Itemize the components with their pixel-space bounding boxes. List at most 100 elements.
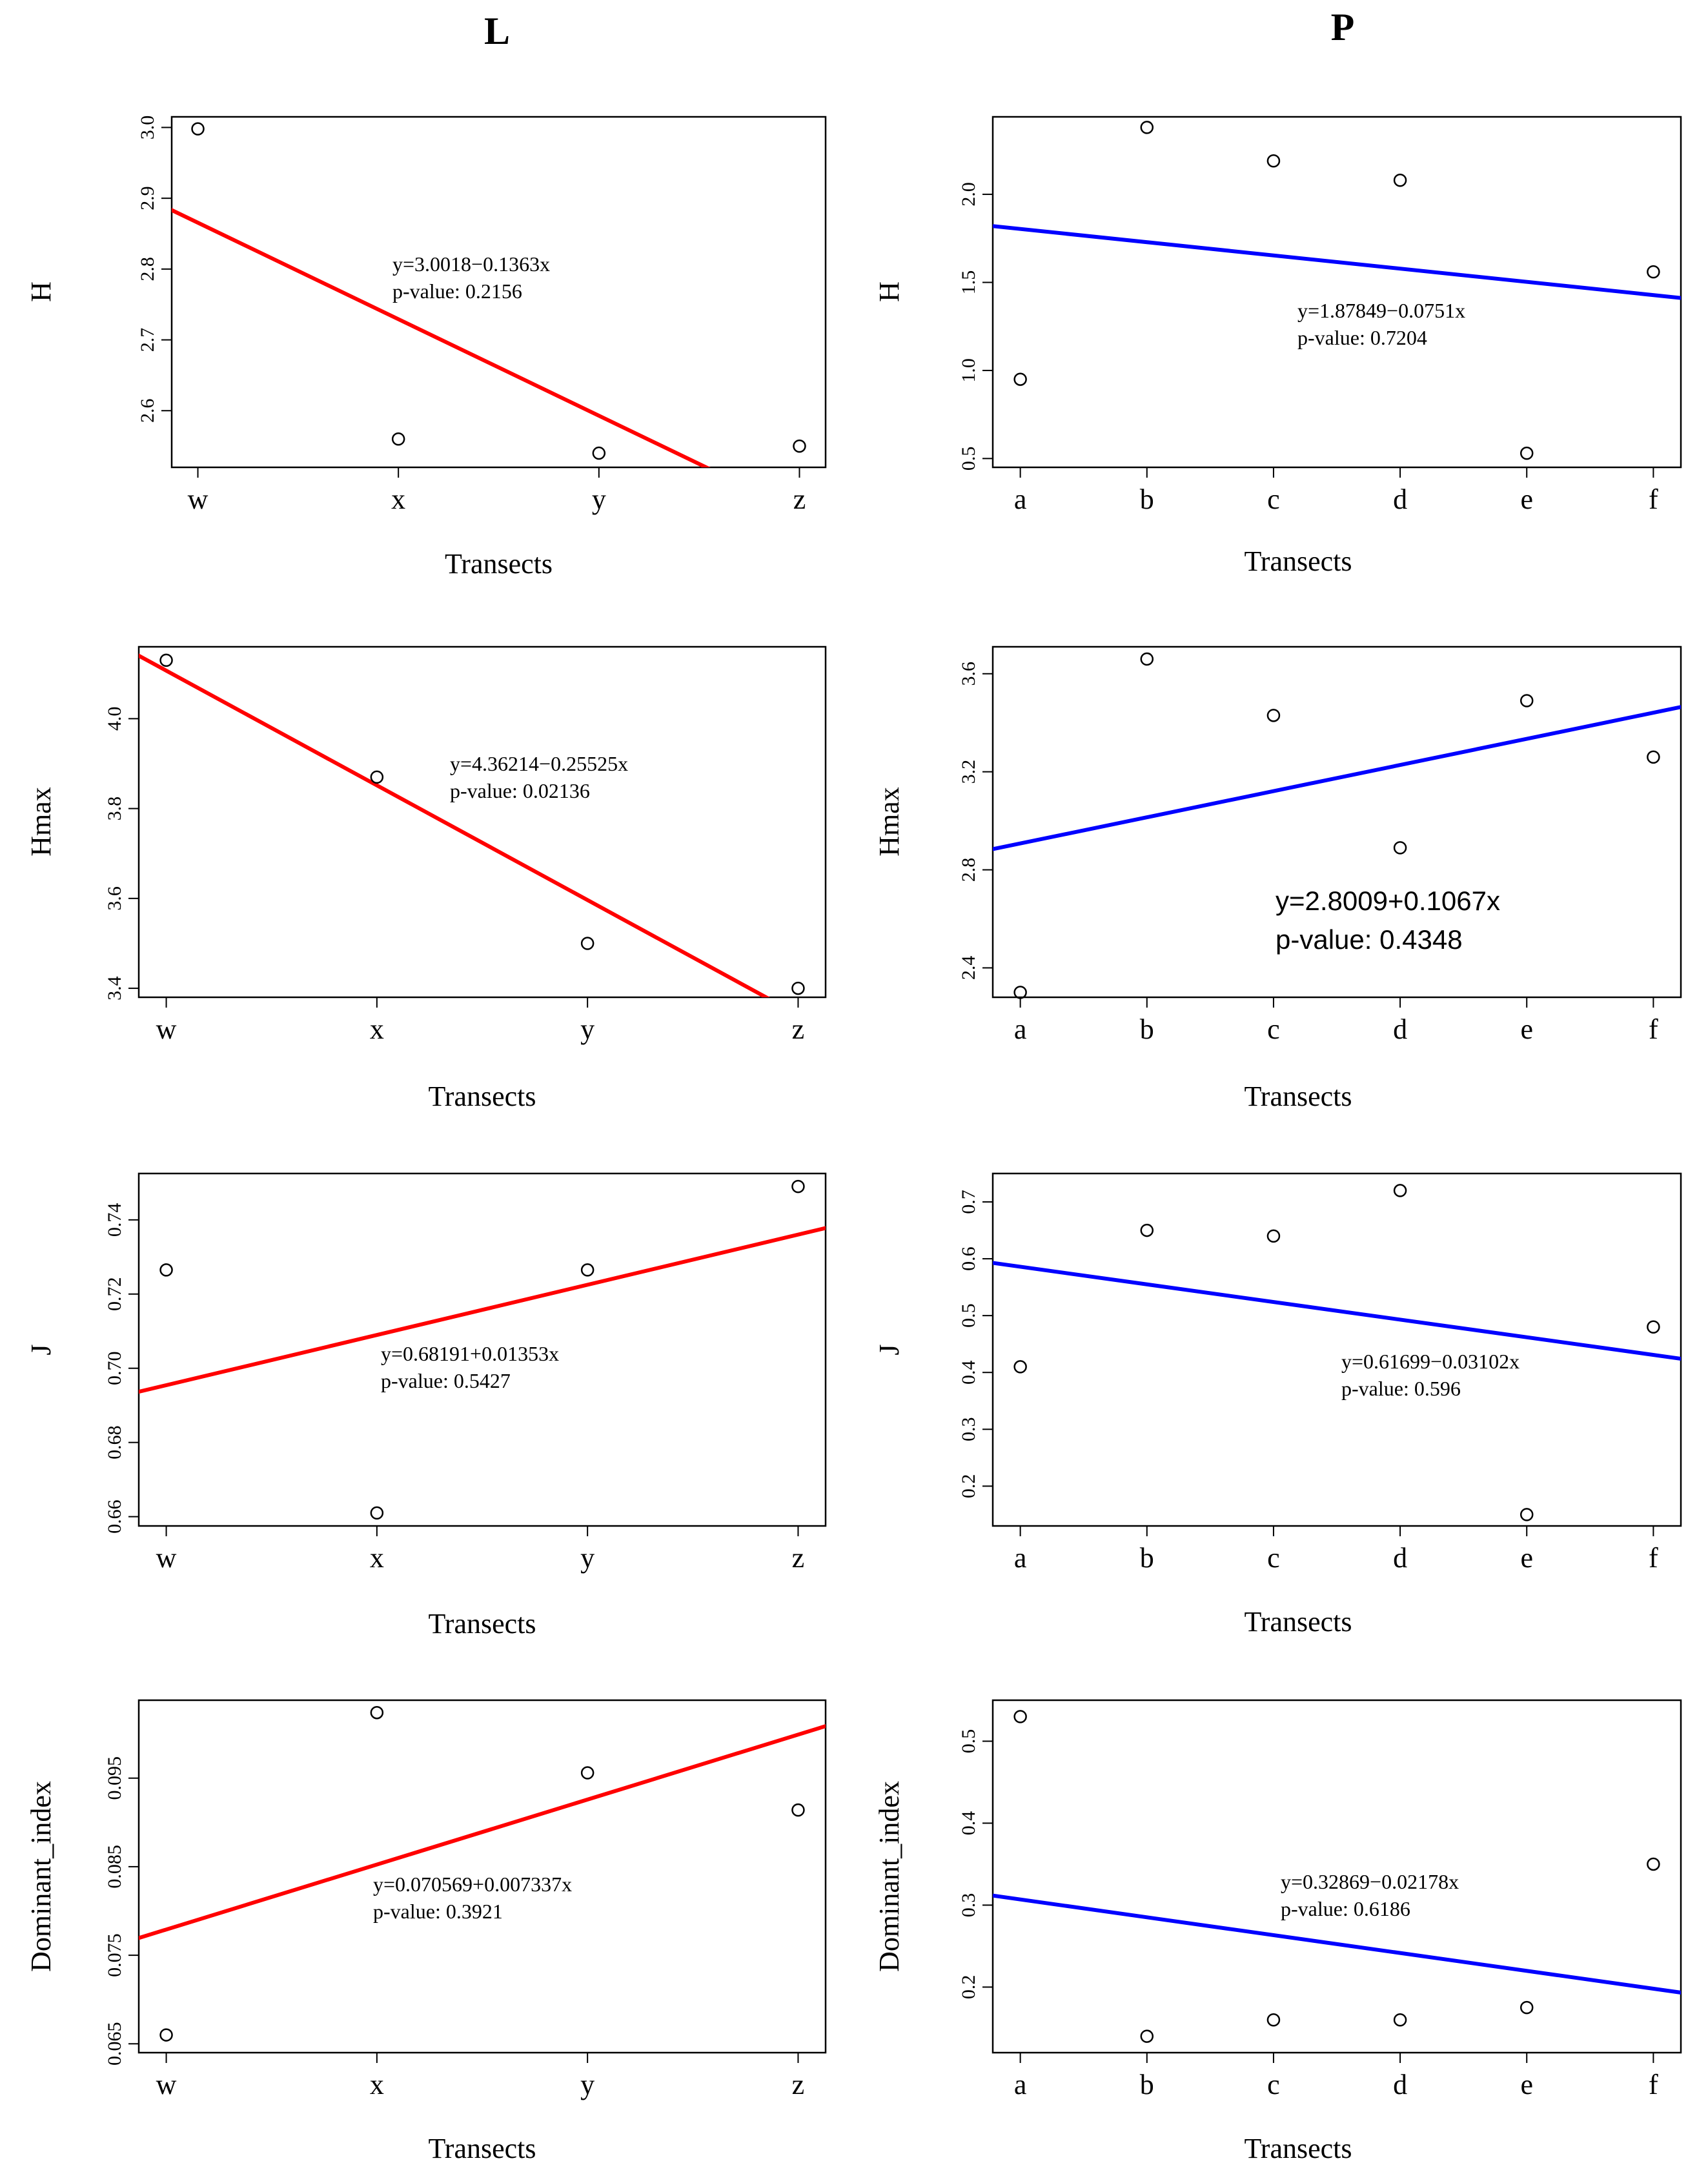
y-tick-label: 0.3	[958, 1893, 979, 1918]
x-tick-label: x	[370, 1542, 384, 1574]
chart-panel-5: 0.66 0.68 0.70 0.72 0.74 w x y z Transects J y=0.68…	[25, 1172, 827, 1640]
x-tick-label: e	[1520, 1013, 1533, 1045]
y-tick-label: 1.0	[958, 358, 979, 383]
x-tick-label: z	[792, 1013, 805, 1045]
x-tick-label: f	[1649, 1013, 1658, 1045]
x-axis-title: Transects	[445, 548, 553, 580]
regression-pvalue: p-value: 0.2156	[392, 279, 522, 303]
y-tick-label: 0.5	[958, 1729, 979, 1754]
data-point	[1013, 372, 1027, 386]
x-tick-label: e	[1520, 483, 1533, 515]
data-point	[1140, 652, 1154, 666]
x-tick-label: y	[580, 1542, 595, 1574]
regression-line	[993, 224, 1681, 300]
x-tick-label: c	[1267, 1542, 1280, 1574]
x-tick-label: d	[1393, 1542, 1407, 1574]
data-point	[1647, 265, 1660, 279]
x-tick-label: z	[792, 2069, 805, 2100]
x-tick-label: e	[1520, 1542, 1533, 1574]
data-point	[1520, 1508, 1534, 1521]
regression-line	[139, 1226, 826, 1394]
y-tick-label: 1.5	[958, 270, 979, 295]
data-point	[391, 432, 405, 446]
x-tick-label: w	[156, 1542, 177, 1574]
x-tick-label: a	[1014, 1013, 1027, 1045]
y-tick-label: 0.70	[104, 1351, 125, 1385]
y-tick-label: 0.085	[104, 1845, 125, 1889]
data-point	[1520, 694, 1534, 707]
x-tick-label: a	[1014, 483, 1027, 515]
regression-line	[172, 208, 711, 467]
data-point	[1520, 2000, 1534, 2015]
chart-panel-6: 0.2 0.3 0.4 0.5 0.6 0.7 a b c d e f Transects J y=0.61…	[873, 1172, 1682, 1638]
x-tick-label: b	[1140, 1542, 1154, 1574]
x-tick-label: z	[793, 483, 806, 515]
x-tick-label: a	[1014, 1542, 1027, 1574]
data-point	[159, 653, 173, 667]
y-tick-label: 3.0	[137, 116, 158, 140]
y-tick-label: 3.6	[958, 662, 979, 686]
data-point	[791, 981, 805, 995]
y-tick-label: 0.4	[958, 1360, 979, 1385]
y-tick-label: 2.6	[137, 398, 158, 423]
panels: 2.6 2.7 2.8 2.9 3.0 w x y z Transects Hy=3.0018−0.…	[25, 116, 1682, 2164]
x-tick-label: y	[592, 483, 606, 515]
x-axis-title: Transects	[1244, 2133, 1352, 2164]
x-tick-label: b	[1140, 2069, 1154, 2100]
data-point	[159, 1263, 173, 1277]
chart-panel-4: 2.4 2.8 3.2 3.6 a b c d e f Transects Hmax y=2.8009+…	[873, 645, 1682, 1112]
data-point	[580, 1263, 595, 1277]
x-tick-label: b	[1140, 483, 1154, 515]
regression-line	[993, 1893, 1681, 1995]
y-tick-label: 0.5	[958, 447, 979, 471]
data-point	[1266, 2013, 1281, 2027]
x-tick-label: a	[1014, 2069, 1027, 2100]
y-axis-title: Hmax	[873, 787, 905, 857]
y-axis-title: Dominant_index	[873, 1781, 905, 1972]
y-tick-label: 2.0	[958, 182, 979, 207]
x-tick-label: y	[580, 2069, 595, 2100]
x-tick-label: w	[188, 483, 208, 515]
x-axis-title: Transects	[428, 1608, 536, 1640]
regression-pvalue: p-value: 0.596	[1341, 1377, 1461, 1400]
data-point	[370, 770, 384, 784]
regression-pvalue: p-value: 0.6186	[1281, 1897, 1410, 1920]
regression-pvalue: p-value: 0.3921	[373, 1900, 503, 1923]
x-axis-title: Transects	[428, 1081, 536, 1112]
regression-equation: y=0.070569+0.007337x	[373, 1873, 572, 1896]
regression-line	[139, 1724, 826, 1940]
x-tick-label: w	[156, 2069, 177, 2100]
x-tick-label: c	[1267, 483, 1280, 515]
y-tick-label: 0.66	[104, 1499, 125, 1534]
data-point	[1647, 1320, 1660, 1334]
data-point	[1647, 750, 1660, 764]
x-tick-label: c	[1267, 2069, 1280, 2100]
x-axis-title: Transects	[1244, 1606, 1352, 1638]
y-tick-label: 0.7	[958, 1190, 979, 1214]
regression-equation: y=0.32869−0.02178x	[1281, 1870, 1459, 1893]
x-tick-label: z	[792, 1542, 805, 1574]
data-point	[791, 1179, 805, 1194]
data-point	[592, 446, 606, 460]
y-tick-label: 4.0	[104, 707, 125, 731]
plot-frame	[991, 116, 1682, 469]
y-tick-label: 0.2	[958, 1975, 979, 2000]
data-point	[1393, 173, 1407, 187]
y-tick-label: 3.4	[104, 976, 125, 1001]
y-tick-label: 0.4	[958, 1811, 979, 1836]
x-tick-label: y	[580, 1013, 595, 1045]
data-point	[191, 122, 205, 136]
plot-frame	[137, 1172, 827, 1527]
x-tick-label: d	[1393, 1013, 1407, 1045]
regression-equation: y=2.8009+0.1067x	[1276, 886, 1500, 916]
regression-line	[139, 653, 771, 997]
y-tick-label: 0.72	[104, 1277, 125, 1312]
y-tick-label: 2.9	[137, 186, 158, 210]
regression-equation: y=4.36214−0.25525x	[450, 752, 628, 775]
x-tick-label: x	[370, 2069, 384, 2100]
plot-frame	[991, 1699, 1682, 2054]
y-tick-label: 0.095	[104, 1756, 125, 1800]
data-point	[1393, 841, 1407, 855]
y-axis-title: H	[873, 281, 905, 302]
data-point	[1013, 986, 1027, 999]
